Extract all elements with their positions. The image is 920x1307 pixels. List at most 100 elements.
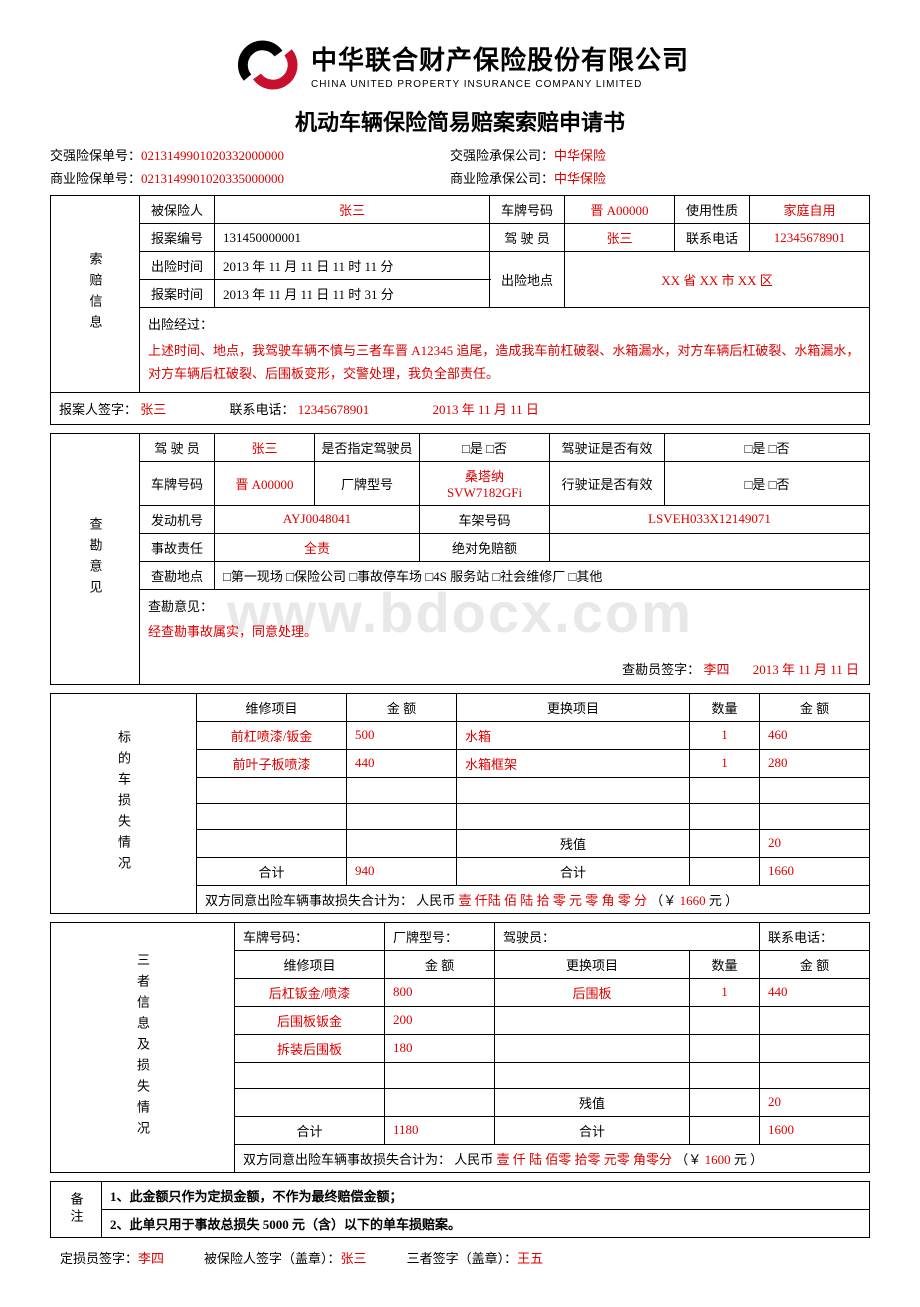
phone-value: 12345678901: [750, 224, 870, 252]
policy-row-jq: 交强险保单号：0213149901020332000000 交强险承保公司：中华…: [50, 145, 870, 164]
sy-no: 0213149901020335000000: [141, 171, 284, 186]
tp-repair-sum: 1180: [385, 1116, 495, 1144]
insured-sig: 张三: [341, 1251, 367, 1266]
own-replace-1-qty: 1: [690, 749, 760, 777]
own-repair-sum: 940: [347, 857, 457, 885]
tp-repair-0-item: 后杠钣金/喷漆: [235, 978, 385, 1006]
tp-repair-2-amt: 180: [385, 1034, 495, 1062]
own-replace-sum: 1660: [760, 857, 870, 885]
sy-label: 商业险保单号：: [50, 171, 141, 186]
tp-replace-0-amt: 440: [760, 978, 870, 1006]
signature-row: 定损员签字：李四 被保险人签字（盖章）：张三 三者签字（盖章）：王五: [50, 1248, 870, 1267]
sv-model: 桑塔纳 SVW7182GFi: [420, 461, 550, 505]
jq-label: 交强险保单号：: [50, 148, 141, 163]
own-repair-1-item: 前叶子板喷漆: [197, 749, 347, 777]
remarks-table: 备注 1、此金额只作为定损金额，不作为最终赔偿金额； 2、此单只用于事故总损失 …: [50, 1181, 870, 1238]
sv-vin-label: 车架号码: [420, 505, 550, 533]
tp-repair-hdr: 维修项目: [235, 950, 385, 978]
process-label: 出险经过：: [148, 314, 861, 333]
plate-value: 晋 A00000: [565, 196, 675, 224]
tp-replace-hdr: 更换项目: [495, 950, 690, 978]
sv-plate-label: 车牌号码: [140, 461, 215, 505]
sv-opinion-label: 查勘意见：: [148, 596, 861, 615]
tp-replace-0-item: 后围板: [495, 978, 690, 1006]
tp-replace-0-qty: 1: [690, 978, 760, 1006]
sv-reg: □是 □否: [665, 461, 870, 505]
own-total-amount: （￥ 1660 元 ）: [650, 893, 738, 908]
usage-value: 家庭自用: [750, 196, 870, 224]
company-name-cn: 中华联合财产保险股份有限公司: [311, 40, 689, 77]
sv-reg-label: 行驶证是否有效: [550, 461, 665, 505]
own-replace-0-amt: 460: [760, 721, 870, 749]
own-salvage-label: 残值: [457, 829, 690, 857]
sv-engine: AYJ0048041: [215, 505, 420, 533]
own-qty-hdr: 数量: [690, 693, 760, 721]
plate-label: 车牌号码: [490, 196, 565, 224]
own-sum-label-1: 合计: [197, 857, 347, 885]
tp-qty-hdr: 数量: [690, 950, 760, 978]
sv-license-label: 驾驶证是否有效: [550, 433, 665, 461]
sy-co: 中华保险: [554, 171, 606, 186]
policy-row-sy: 商业险保单号：0213149901020335000000 商业险承保公司：中华…: [50, 168, 870, 187]
tp-salvage-label: 残值: [495, 1088, 690, 1116]
reporter-sig-label: 报案人签字：: [59, 402, 137, 417]
sy-co-label: 商业险承保公司：: [450, 171, 554, 186]
report-no-label: 报案编号: [140, 224, 215, 252]
own-sum-label-2: 合计: [457, 857, 690, 885]
tp-plate-label: 车牌号码：: [235, 922, 385, 950]
report-time-value: 2013 年 11 月 11 日 11 时 31 分: [215, 280, 490, 308]
tp-amount-hdr: 金 额: [385, 950, 495, 978]
tp-total-pre: 人民币: [454, 1152, 493, 1167]
own-amount2-hdr: 金 额: [760, 693, 870, 721]
report-date: 2013 年 11 月 11 日: [433, 402, 539, 417]
usage-label: 使用性质: [675, 196, 750, 224]
own-amount-hdr: 金 额: [347, 693, 457, 721]
report-no-value: 131450000001: [215, 224, 490, 252]
report-time-label: 报案时间: [140, 280, 215, 308]
remarks-line2: 2、此单只用于事故总损失 5000 元（含）以下的单车损赔案。: [102, 1209, 870, 1237]
sv-driver: 张三: [215, 433, 315, 461]
sv-deductible: [550, 533, 870, 561]
own-section-label: 标的车损失情况: [51, 693, 197, 913]
surveyor-sig-label: 查勘员签字：: [622, 662, 700, 677]
process-text: 上述时间、地点，我驾驶车辆不慎与三者车晋 A12345 追尾，造成我车前杠破裂、…: [148, 339, 861, 386]
sv-driver-label: 驾 驶 员: [140, 433, 215, 461]
survey-date: 2013 年 11 月 11 日: [753, 662, 859, 677]
tp-amount2-hdr: 金 额: [760, 950, 870, 978]
jq-co-label: 交强险承保公司：: [450, 148, 554, 163]
tp-phone-label: 联系电话：: [760, 922, 870, 950]
own-replace-0-item: 水箱: [457, 721, 690, 749]
tp-sum-label-1: 合计: [235, 1116, 385, 1144]
reporter-phone-label: 联系电话：: [230, 402, 295, 417]
survey-table: 查勘意见 驾 驶 员 张三 是否指定驾驶员 □是 □否 驾驶证是否有效 □是 □…: [50, 433, 870, 685]
sv-engine-label: 发动机号: [140, 505, 215, 533]
document-title: 机动车辆保险简易赔案索赔申请书: [50, 105, 870, 137]
tp-total-cn: 壹 仟 陆 佰零 拾零 元零 角零分: [497, 1152, 673, 1167]
sv-license: □是 □否: [665, 433, 870, 461]
sv-model-label: 厂牌型号: [315, 461, 420, 505]
tp-repair-1-amt: 200: [385, 1006, 495, 1034]
sv-location-opts: □第一现场 □保险公司 □事故停车场 □4S 服务站 □社会维修厂 □其他: [215, 561, 870, 589]
own-repair-1-amt: 440: [347, 749, 457, 777]
own-repair-0-amt: 500: [347, 721, 457, 749]
own-damage-table: 标的车损失情况 维修项目 金 额 更换项目 数量 金 额 前杠喷漆/钣金 500…: [50, 693, 870, 914]
claim-section-label: 索赔信息: [51, 196, 140, 393]
tp-total-label: 双方同意出险车辆事故损失合计为：: [243, 1152, 451, 1167]
own-total-label: 双方同意出险车辆事故损失合计为：: [205, 893, 413, 908]
claim-info-table: 索赔信息 被保险人 张三 车牌号码 晋 A00000 使用性质 家庭自用 报案编…: [50, 195, 870, 425]
jq-co: 中华保险: [554, 148, 606, 163]
own-repair-0-item: 前杠喷漆/钣金: [197, 721, 347, 749]
driver-value: 张三: [565, 224, 675, 252]
insured-label: 被保险人: [140, 196, 215, 224]
sv-deductible-label: 绝对免赔额: [420, 533, 550, 561]
assessor-sig: 李四: [138, 1251, 164, 1266]
tp-replace-sum: 1600: [760, 1116, 870, 1144]
sv-designated-label: 是否指定驾驶员: [315, 433, 420, 461]
survey-section-label: 查勘意见: [51, 433, 140, 684]
remarks-label: 备注: [51, 1181, 102, 1237]
own-replace-1-amt: 280: [760, 749, 870, 777]
sv-plate: 晋 A00000: [215, 461, 315, 505]
surveyor-sig: 李四: [703, 662, 729, 677]
tp-sum-label-2: 合计: [495, 1116, 690, 1144]
sv-location-label: 查勘地点: [140, 561, 215, 589]
